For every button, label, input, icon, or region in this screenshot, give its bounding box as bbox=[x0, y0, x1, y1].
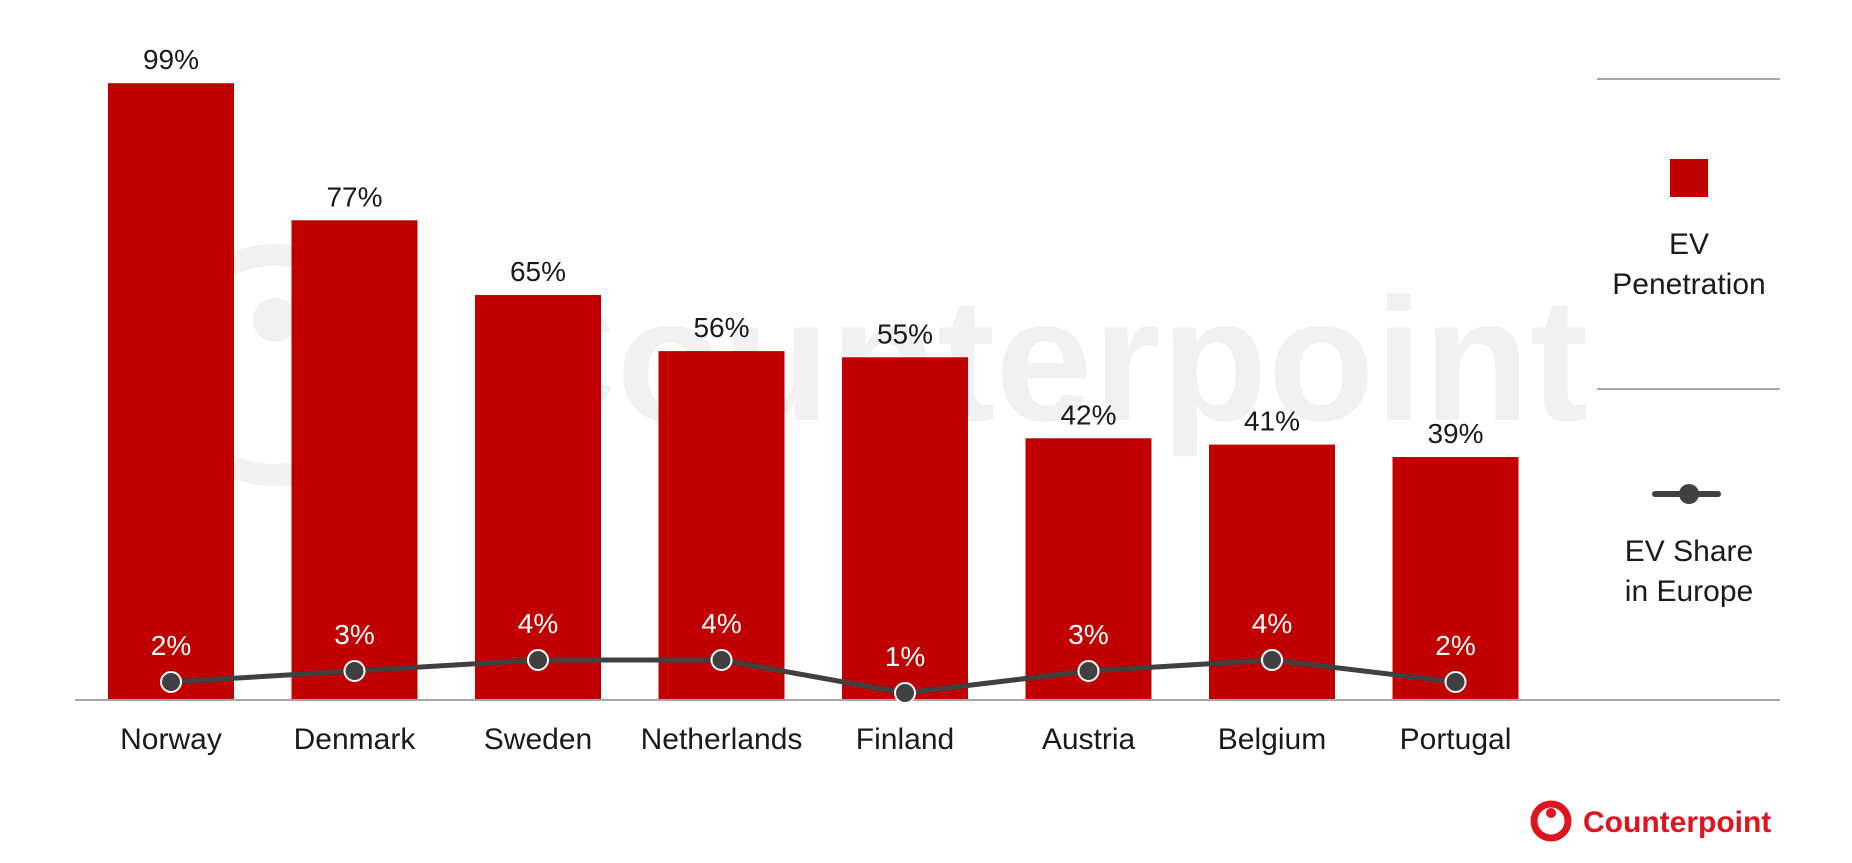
bars-layer bbox=[108, 83, 1519, 701]
ev-share-point-denmark bbox=[343, 660, 366, 682]
ev-share-point-norway bbox=[160, 671, 182, 693]
bar-value-label-denmark: 77% bbox=[326, 181, 382, 212]
ev-share-point-portugal bbox=[1444, 671, 1467, 693]
bar-value-label-austria: 42% bbox=[1060, 399, 1116, 430]
bar-value-label-finland: 55% bbox=[877, 318, 933, 349]
ev-share-label-netherlands: 4% bbox=[701, 608, 741, 639]
ev-share-point-belgium bbox=[1261, 649, 1283, 671]
labels-layer: 99% Norway 77% Denmark 65% Sweden 56% Netherlan… bbox=[120, 44, 1511, 756]
bar-netherlands bbox=[658, 351, 785, 700]
ev-share-label-finland: 1% bbox=[885, 641, 925, 672]
category-label-finland: Finland bbox=[856, 723, 954, 756]
bar-denmark bbox=[291, 220, 418, 701]
legend-swatch-ev-penetration bbox=[1670, 159, 1708, 197]
category-label-portugal: Portugal bbox=[1400, 723, 1512, 756]
ev-share-label-sweden: 4% bbox=[518, 608, 558, 639]
legend-label-ev-penetration-line1: EV bbox=[1669, 228, 1709, 261]
category-label-norway: Norway bbox=[120, 723, 222, 756]
bar-finland bbox=[842, 357, 968, 700]
ev-share-label-denmark: 3% bbox=[334, 619, 374, 650]
legend-label-ev-share-line1: EV Share bbox=[1625, 535, 1753, 568]
bar-value-label-portugal: 39% bbox=[1427, 418, 1483, 449]
bar-value-label-norway: 99% bbox=[143, 44, 199, 75]
watermark-logo-dot bbox=[253, 298, 297, 342]
bar-norway bbox=[108, 83, 234, 700]
category-label-denmark: Denmark bbox=[294, 723, 417, 756]
ev-share-point-austria bbox=[1077, 660, 1100, 682]
brand-name: Counterpoint bbox=[1583, 806, 1771, 839]
brand-logo: Counterpoint bbox=[1530, 800, 1771, 842]
line-series-layer bbox=[160, 649, 1467, 704]
ev-share-point-sweden bbox=[527, 649, 549, 671]
category-label-austria: Austria bbox=[1042, 723, 1136, 756]
legend: EV Penetration EV Share in Europe bbox=[1597, 78, 1780, 608]
bar-value-label-sweden: 65% bbox=[510, 256, 566, 287]
ev-share-label-portugal: 2% bbox=[1435, 630, 1475, 661]
category-label-sweden: Sweden bbox=[484, 723, 592, 756]
ev-share-label-belgium: 4% bbox=[1252, 608, 1292, 639]
category-label-belgium: Belgium bbox=[1218, 723, 1326, 756]
bar-sweden bbox=[475, 295, 601, 700]
bar-value-label-belgium: 41% bbox=[1244, 406, 1300, 437]
watermark-text: Counterpoint bbox=[490, 263, 1588, 458]
ev-share-line bbox=[170, 657, 1456, 696]
ev-share-point-netherlands bbox=[710, 649, 733, 671]
bar-value-label-netherlands: 56% bbox=[693, 312, 749, 343]
bar-austria bbox=[1025, 438, 1152, 700]
ev-share-label-norway: 2% bbox=[151, 630, 191, 661]
category-label-netherlands: Netherlands bbox=[641, 723, 803, 756]
legend-label-ev-penetration-line2: Penetration bbox=[1612, 268, 1765, 301]
legend-label-ev-share-line2: in Europe bbox=[1625, 575, 1753, 608]
ev-share-label-austria: 3% bbox=[1068, 619, 1108, 650]
legend-swatch-ev-share-marker bbox=[1679, 484, 1699, 504]
bar-portugal bbox=[1392, 457, 1519, 700]
counterpoint-logo-icon bbox=[1530, 800, 1572, 842]
ev-share-point-finland bbox=[894, 682, 916, 704]
